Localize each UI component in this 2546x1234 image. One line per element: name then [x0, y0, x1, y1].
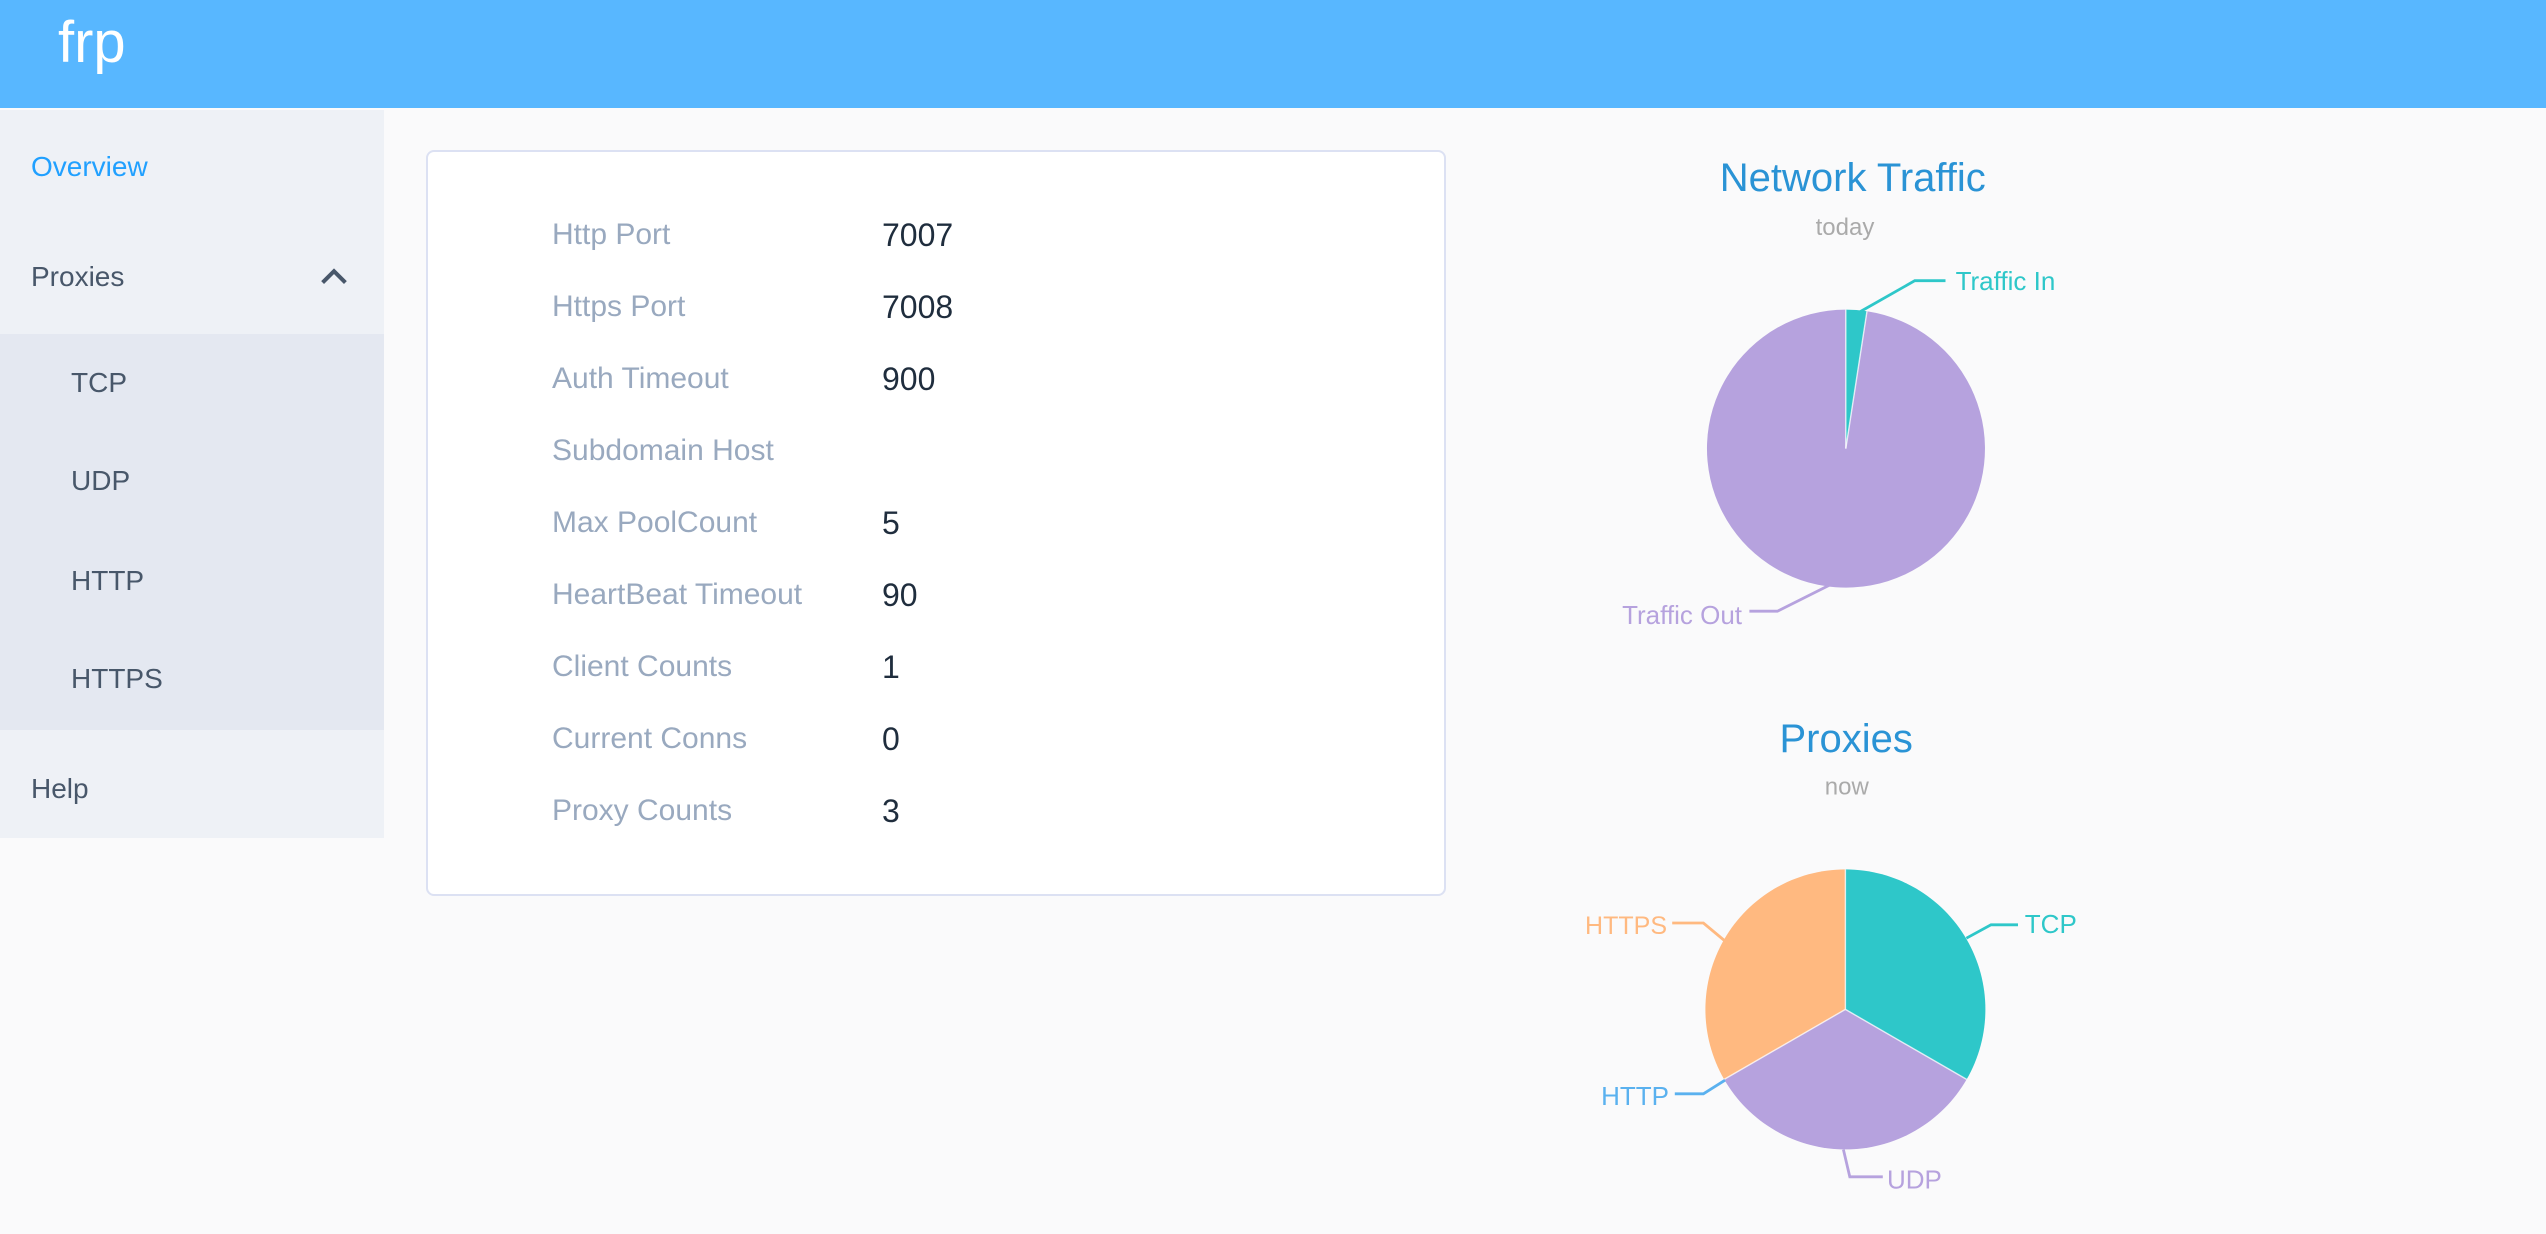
svg-text:HTTPS: HTTPS: [1585, 912, 1667, 940]
svg-text:Network Traffic: Network Traffic: [1720, 156, 1986, 200]
svg-text:Proxies: Proxies: [1780, 717, 1913, 761]
svg-text:today: today: [1816, 214, 1875, 241]
svg-text:Traffic Out: Traffic Out: [1622, 600, 1743, 630]
svg-text:Traffic In: Traffic In: [1956, 266, 2056, 296]
svg-text:now: now: [1825, 773, 1870, 800]
svg-text:TCP: TCP: [2025, 909, 2077, 939]
svg-text:UDP: UDP: [1887, 1164, 1942, 1194]
svg-text:HTTP: HTTP: [1601, 1081, 1669, 1111]
